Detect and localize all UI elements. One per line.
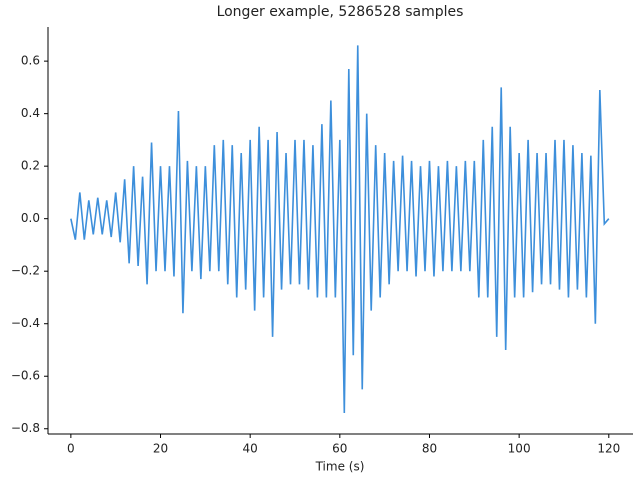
- chart-title: Longer example, 5286528 samples: [217, 4, 464, 20]
- y-tick-label: 0.0: [21, 211, 40, 225]
- y-tick-label: −0.4: [11, 316, 40, 330]
- y-tick-label: 0.4: [21, 106, 40, 120]
- x-axis-label: Time (s): [315, 460, 365, 474]
- y-tick-label: −0.2: [11, 264, 40, 278]
- y-tick-label: −0.6: [11, 369, 40, 383]
- x-tick-label: 60: [332, 442, 347, 456]
- x-tick-label: 20: [153, 442, 168, 456]
- y-tick-label: 0.2: [21, 159, 40, 173]
- x-tick-label: 80: [422, 442, 437, 456]
- x-tick-label: 120: [597, 442, 620, 456]
- waveform: [70, 45, 610, 414]
- x-tick-label: 100: [508, 442, 531, 456]
- y-tick-label: −0.8: [11, 421, 40, 435]
- x-tick-label: 0: [67, 442, 75, 456]
- x-tick-label: 40: [243, 442, 258, 456]
- y-tick-label: 0.6: [21, 54, 40, 68]
